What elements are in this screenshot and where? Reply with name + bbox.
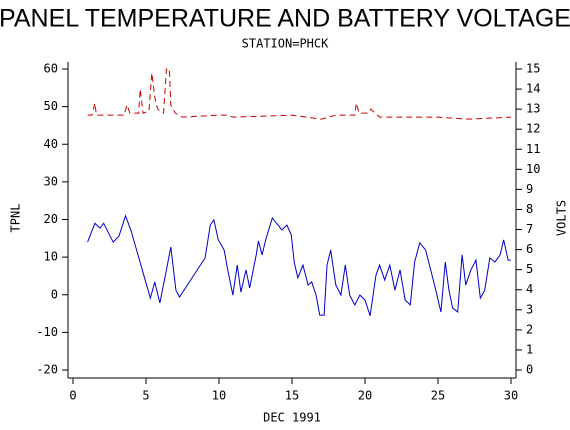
y2-tick-label: 13 <box>526 102 540 116</box>
y2-tick-label: 0 <box>526 363 533 377</box>
chart-title: PANEL TEMPERATURE AND BATTERY VOLTAGE <box>0 5 570 33</box>
y2-tick-label: 4 <box>526 282 533 296</box>
y2-tick-label: 3 <box>526 302 533 316</box>
y2-axis-label: VOLTS <box>555 200 569 236</box>
x-tick-label: 30 <box>504 389 518 403</box>
x-tick-label: 15 <box>285 389 299 403</box>
y-tick-label: -10 <box>36 325 58 339</box>
x-tick-label: 10 <box>212 389 226 403</box>
y2-tick-label: 1 <box>526 342 533 356</box>
y2-tick-label: 8 <box>526 202 533 216</box>
y-axis-label: TPNL <box>9 204 23 233</box>
y-tick-label: -20 <box>36 363 58 377</box>
y-tick-label: 50 <box>44 99 58 113</box>
chart-subtitle: STATION=PHCK <box>242 37 329 51</box>
series-line <box>87 68 512 120</box>
x-axis-label: DEC 1991 <box>263 411 321 425</box>
y2-tick-label: 2 <box>526 322 533 336</box>
x-tick-label: 25 <box>431 389 445 403</box>
y2-tick-label: 7 <box>526 222 533 236</box>
y-tick-label: 10 <box>44 250 58 264</box>
y-tick-label: 30 <box>44 174 58 188</box>
y-tick-label: 60 <box>44 62 58 76</box>
y2-tick-label: 11 <box>526 142 540 156</box>
y2-tick-label: 10 <box>526 162 540 176</box>
x-tick-label: 5 <box>142 389 149 403</box>
y2-tick-label: 12 <box>526 122 540 136</box>
y2-tick-label: 9 <box>526 182 533 196</box>
series-line <box>87 214 511 316</box>
y-tick-label: 0 <box>51 287 58 301</box>
y2-tick-label: 6 <box>526 242 533 256</box>
y2-tick-label: 5 <box>526 262 533 276</box>
x-tick-label: 0 <box>69 389 76 403</box>
x-tick-label: 20 <box>358 389 372 403</box>
y-tick-label: 20 <box>44 212 58 226</box>
y-tick-label: 40 <box>44 137 58 151</box>
y2-tick-label: 15 <box>526 62 540 76</box>
y2-tick-label: 14 <box>526 82 540 96</box>
